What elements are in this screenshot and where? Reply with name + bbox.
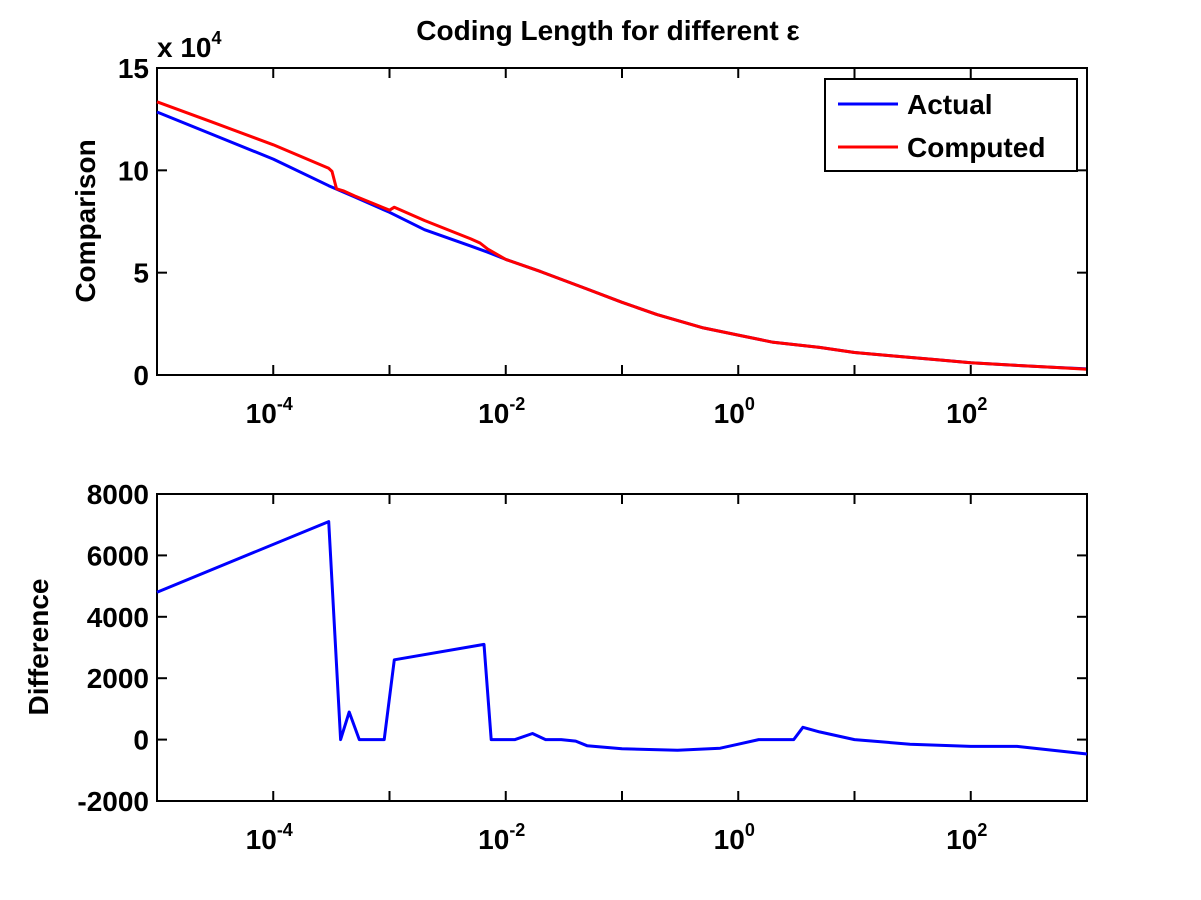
top-series-line-computed — [156, 100, 1088, 371]
top-x-tick-label: 100 — [714, 394, 755, 429]
bottom-y-tick-label: 0 — [133, 725, 149, 756]
top-plot: 10-4 10-2 100 102 0 5 10 15 x 104 Comparison A… — [70, 28, 1088, 429]
top-x-tick-label: 102 — [946, 394, 987, 429]
top-y-tick-label: 0 — [133, 360, 149, 391]
top-y-tick-label: 5 — [133, 258, 149, 289]
bottom-series-group — [156, 520, 1088, 756]
top-y-tick-labels: 0 5 10 15 — [118, 53, 149, 391]
top-y-multiplier: x 104 — [157, 28, 222, 63]
bottom-series-line-difference — [156, 520, 1088, 756]
bottom-y-tick-label: -2000 — [77, 786, 149, 817]
bottom-ticks-group — [156, 493, 1088, 802]
bottom-x-tick-label: 10-4 — [246, 820, 293, 855]
bottom-x-tick-label: 100 — [714, 820, 755, 855]
bottom-x-tick-labels: 10-4 10-2 100 102 — [246, 820, 988, 855]
bottom-y-tick-label: 2000 — [87, 663, 149, 694]
top-series-group — [156, 100, 1088, 371]
bottom-x-tick-label: 102 — [946, 820, 987, 855]
top-y-tick-label: 10 — [118, 155, 149, 186]
legend-label-computed: Computed — [907, 132, 1045, 163]
legend-box — [824, 78, 1078, 172]
top-ticks-group — [156, 67, 1088, 376]
top-y-axis-label: Comparison — [70, 139, 101, 302]
legend-label-actual: Actual — [907, 89, 993, 120]
bottom-y-tick-label: 4000 — [87, 602, 149, 633]
legend: Actual Computed — [824, 78, 1078, 172]
bottom-y-tick-labels: -2000 0 2000 4000 6000 8000 — [77, 479, 149, 817]
bottom-plot-area — [156, 493, 1088, 802]
bottom-x-tick-label: 10-2 — [478, 820, 525, 855]
bottom-y-axis-label: Difference — [23, 579, 54, 716]
bottom-y-tick-label: 8000 — [87, 479, 149, 510]
bottom-y-tick-label: 6000 — [87, 540, 149, 571]
top-x-tick-label: 10-2 — [478, 394, 525, 429]
chart-title: Coding Length for different ε — [416, 15, 799, 46]
top-x-tick-labels: 10-4 10-2 100 102 — [246, 394, 988, 429]
top-x-tick-label: 10-4 — [246, 394, 293, 429]
bottom-plot: 10-4 10-2 100 102 -2000 0 2000 4000 6000 8000 Di… — [23, 479, 1088, 855]
top-y-tick-label: 15 — [118, 53, 149, 84]
